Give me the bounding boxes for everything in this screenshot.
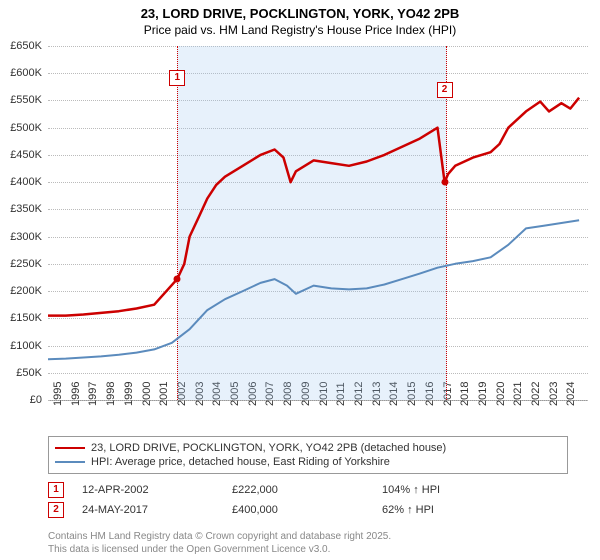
legend-row-series2: HPI: Average price, detached house, East… (55, 455, 561, 469)
y-axis-label: £600K (10, 67, 42, 79)
sale-row: 1 12-APR-2002£222,000104% ↑ HPI (48, 480, 588, 500)
sale-price: £222,000 (232, 484, 382, 496)
legend-area: 23, LORD DRIVE, POCKLINGTON, YORK, YO42 … (48, 436, 588, 520)
y-axis-label: £300K (10, 231, 42, 243)
y-axis-label: £550K (10, 94, 42, 106)
sale-row-marker: 2 (48, 502, 64, 518)
legend-swatch-1 (55, 447, 85, 449)
legend-label-2: HPI: Average price, detached house, East… (91, 456, 390, 468)
sale-date: 24-MAY-2017 (82, 504, 232, 516)
y-axis-label: £400K (10, 176, 42, 188)
footer-line2: This data is licensed under the Open Gov… (48, 544, 391, 557)
sale-price: £400,000 (232, 504, 382, 516)
y-axis-label: £350K (10, 203, 42, 215)
footer-line1: Contains HM Land Registry data © Crown c… (48, 531, 391, 544)
legend-label-1: 23, LORD DRIVE, POCKLINGTON, YORK, YO42 … (91, 442, 446, 454)
y-axis-label: £0 (30, 394, 42, 406)
y-axis-label: £200K (10, 285, 42, 297)
series-line (48, 98, 579, 316)
y-axis-label: £500K (10, 122, 42, 134)
sale-row: 2 24-MAY-2017£400,00062% ↑ HPI (48, 500, 588, 520)
y-axis-label: £650K (10, 40, 42, 52)
line-series-svg (48, 46, 588, 400)
chart-title-line2: Price paid vs. HM Land Registry's House … (0, 23, 600, 41)
legend-swatch-2 (55, 461, 85, 463)
y-axis-label: £250K (10, 258, 42, 270)
series-line (48, 220, 579, 359)
y-axis-label: £150K (10, 312, 42, 324)
sale-hpi: 104% ↑ HPI (382, 484, 502, 496)
plot-area: £0£50K£100K£150K£200K£250K£300K£350K£400… (48, 46, 588, 401)
sale-date: 12-APR-2002 (82, 484, 232, 496)
legend-box: 23, LORD DRIVE, POCKLINGTON, YORK, YO42 … (48, 436, 568, 474)
chart-title-line1: 23, LORD DRIVE, POCKLINGTON, YORK, YO42 … (0, 0, 600, 23)
y-axis-label: £450K (10, 149, 42, 161)
sale-hpi: 62% ↑ HPI (382, 504, 502, 516)
legend-row-series1: 23, LORD DRIVE, POCKLINGTON, YORK, YO42 … (55, 441, 561, 455)
y-axis-label: £50K (16, 367, 42, 379)
sale-row-marker: 1 (48, 482, 64, 498)
chart-container: 23, LORD DRIVE, POCKLINGTON, YORK, YO42 … (0, 0, 600, 560)
footer-attribution: Contains HM Land Registry data © Crown c… (48, 531, 391, 556)
y-axis-label: £100K (10, 340, 42, 352)
